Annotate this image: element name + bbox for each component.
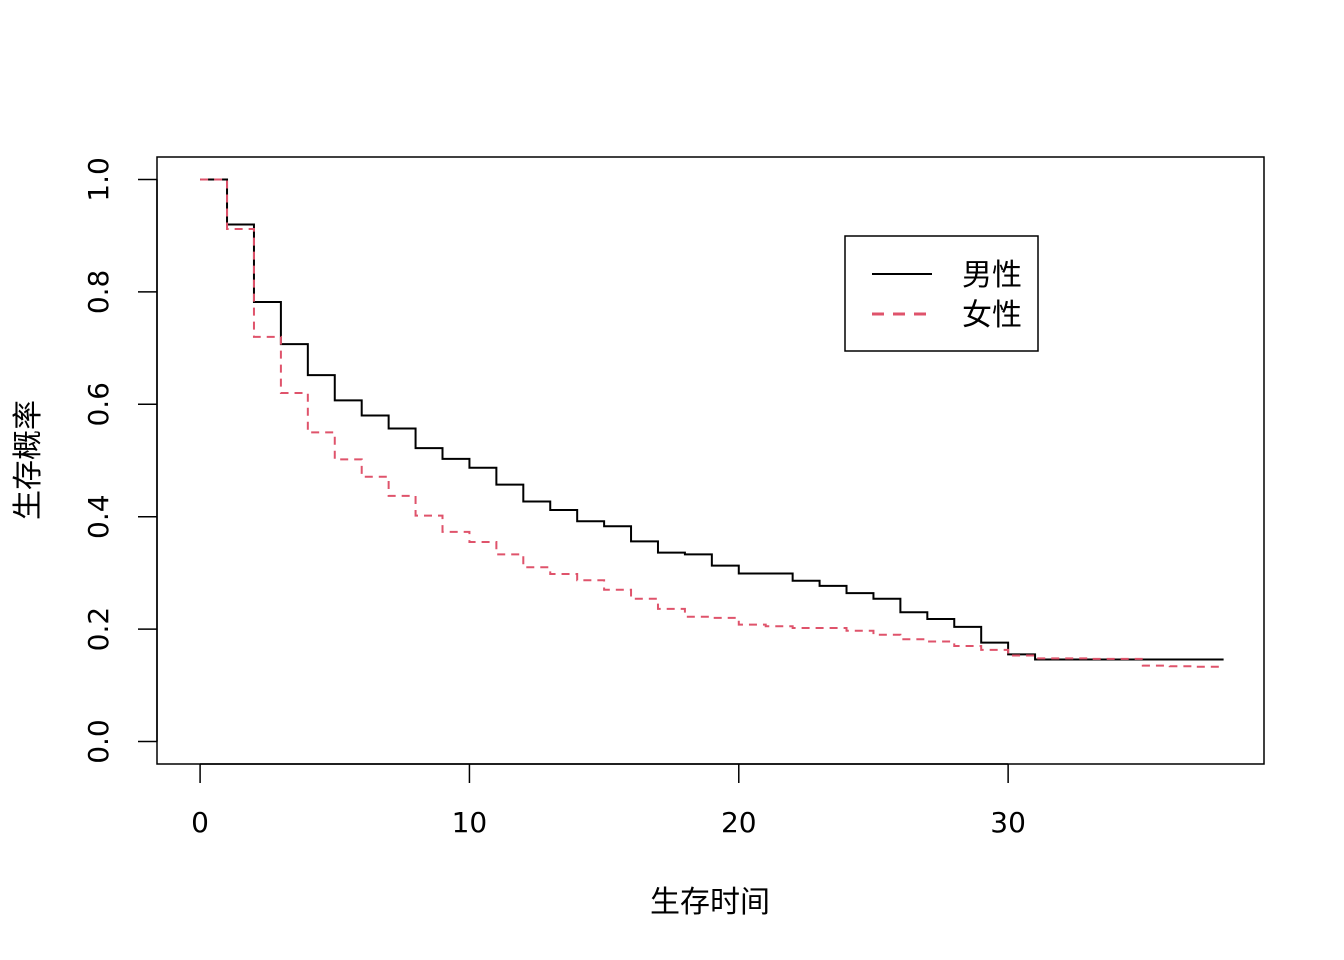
legend-label-male: 男性 bbox=[962, 258, 1022, 293]
plot-frame bbox=[156, 156, 1265, 765]
x-tick-label: 0 bbox=[191, 806, 209, 839]
series-layer bbox=[200, 178, 1224, 668]
y-axis: 0.0 0.2 0.4 0.6 0.8 1.0 bbox=[82, 157, 158, 764]
y-tick-label: 0.6 bbox=[82, 382, 115, 427]
legend: 男性 女性 bbox=[844, 235, 1039, 352]
legend-label-female: 女性 bbox=[962, 298, 1022, 333]
legend-box bbox=[844, 235, 1039, 352]
x-tick-label: 10 bbox=[452, 806, 488, 839]
x-tick-label: 30 bbox=[990, 806, 1026, 839]
x-axis-title: 生存时间 bbox=[650, 885, 770, 920]
y-tick-label: 0.8 bbox=[82, 270, 115, 315]
y-tick-label: 0.4 bbox=[82, 494, 115, 539]
y-tick-label: 1.0 bbox=[82, 157, 115, 202]
x-axis: 0 10 20 30 bbox=[191, 763, 1026, 839]
series-male-line bbox=[200, 178, 1224, 661]
x-tick-label: 20 bbox=[721, 806, 757, 839]
series-female-line bbox=[200, 178, 1224, 668]
y-axis-title: 生存概率 bbox=[11, 400, 46, 520]
y-tick-label: 0.0 bbox=[82, 719, 115, 764]
y-tick-label: 0.2 bbox=[82, 607, 115, 652]
